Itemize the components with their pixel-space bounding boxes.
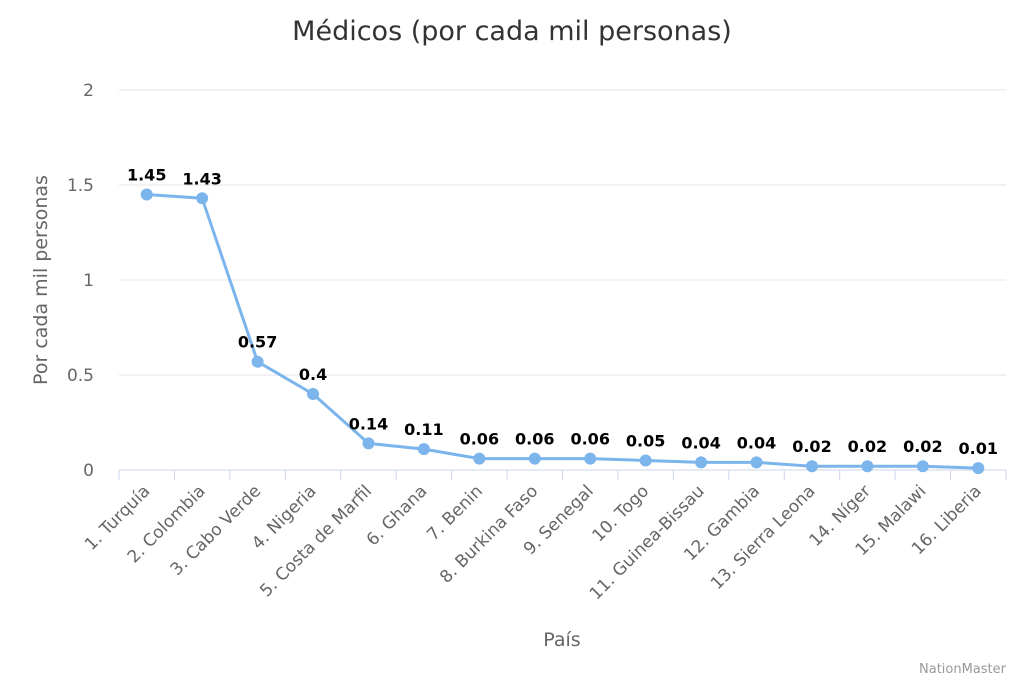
data-point[interactable] [805,460,818,473]
data-label: 0.11 [404,420,443,439]
x-tick-label: 6. Ghana [363,481,432,550]
data-label: 0.06 [515,430,554,449]
gridlines [119,89,1006,376]
y-tick-label: 2 [83,81,94,101]
data-point[interactable] [639,454,652,467]
series-line [145,193,980,470]
x-tick-label: 13. Sierra Leona [707,481,820,594]
data-point[interactable] [140,188,153,201]
data-label: 1.45 [127,166,166,185]
data-point[interactable] [473,452,486,465]
y-tick-label: 1.5 [67,176,94,196]
chart-title: Médicos (por cada mil personas) [292,16,732,47]
data-label: 0.02 [903,437,942,456]
data-label: 0.4 [299,365,327,384]
data-label: 0.04 [737,433,776,452]
x-axis-title: País [543,629,580,651]
data-point[interactable] [750,456,763,469]
data-label: 0.02 [792,437,831,456]
y-tick-label: 1 [83,271,94,291]
data-point[interactable] [528,452,541,465]
data-label: 1.43 [182,169,221,188]
data-point[interactable] [417,443,430,456]
data-point[interactable] [972,462,985,475]
data-label: 0.01 [959,439,998,458]
data-point[interactable] [251,355,264,368]
data-label: 0.14 [349,414,388,433]
data-point[interactable] [362,437,375,450]
y-tick-label: 0 [83,461,94,481]
data-point[interactable] [916,460,929,473]
y-axis-title: Por cada mil personas [30,175,52,385]
data-point[interactable] [584,452,597,465]
data-point[interactable] [695,456,708,469]
data-labels: 1.45 1.43 0.57 0.4 0.14 0.11 0.06 0.06 0.06 0.05 0… [127,166,998,459]
data-point[interactable] [307,388,320,400]
data-label: 0.05 [626,432,665,451]
y-axis-ticks: 0 0.5 1 1.5 2 [67,81,94,481]
data-label: 0.06 [570,430,609,449]
y-tick-label: 0.5 [67,366,94,386]
data-point[interactable] [861,460,874,473]
credit-text[interactable]: NationMaster [919,662,1007,677]
data-label: 0.04 [681,433,720,452]
data-point[interactable] [196,192,209,205]
data-label: 0.57 [238,333,277,352]
series-points [140,188,985,475]
x-tick-label: 8. Burkina Faso [436,481,542,587]
data-label: 0.02 [848,437,887,456]
data-label: 0.06 [460,430,499,449]
